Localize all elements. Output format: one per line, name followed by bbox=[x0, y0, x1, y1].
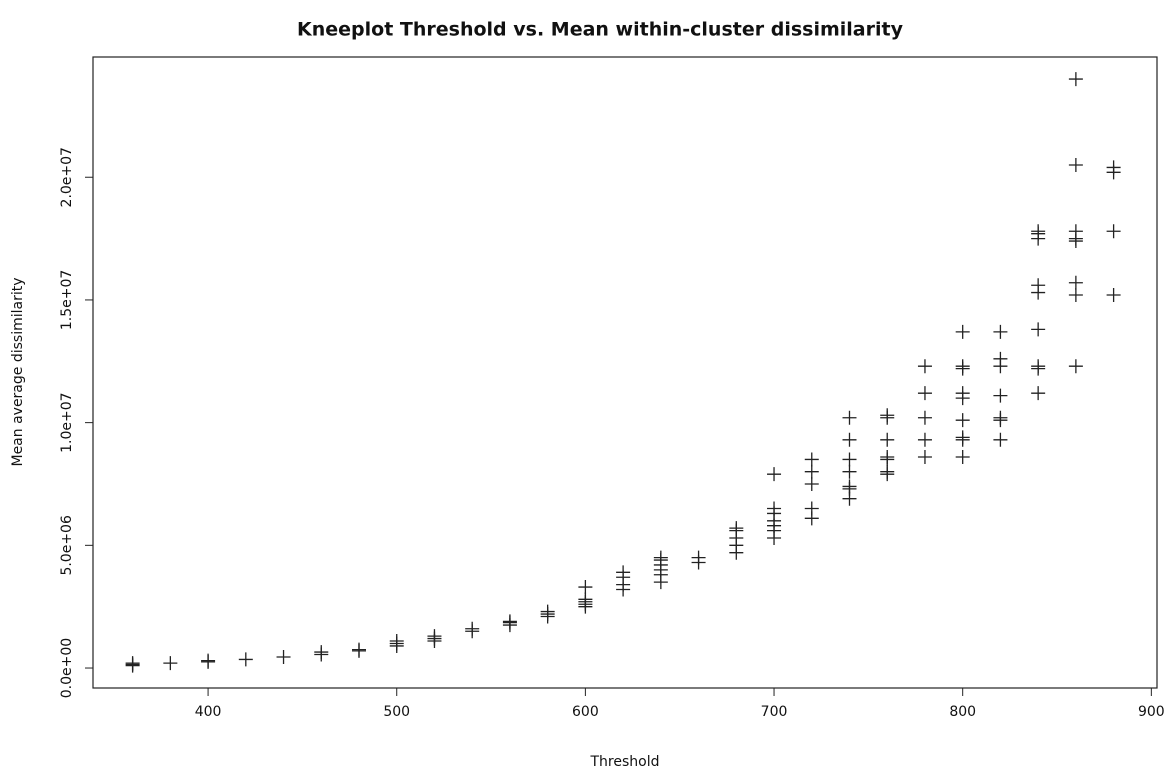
x-tick-label: 800 bbox=[949, 704, 976, 720]
point bbox=[993, 324, 1008, 339]
chart-title: Kneeplot Threshold vs. Mean within-clust… bbox=[297, 19, 904, 41]
point bbox=[993, 432, 1008, 447]
point bbox=[917, 359, 932, 374]
y-tick-label: 0.0e+00 bbox=[59, 638, 75, 698]
x-axis-label: Threshold bbox=[590, 754, 660, 770]
point bbox=[917, 449, 932, 464]
point bbox=[993, 410, 1008, 425]
y-tick-label: 1.0e+07 bbox=[59, 392, 75, 452]
point bbox=[1031, 359, 1046, 374]
point bbox=[880, 464, 895, 479]
x-tick-label: 900 bbox=[1138, 704, 1165, 720]
point bbox=[842, 432, 857, 447]
point bbox=[427, 629, 442, 644]
point bbox=[465, 621, 480, 636]
point bbox=[1106, 288, 1121, 303]
y-tick-label: 2.0e+07 bbox=[59, 147, 75, 207]
x-tick-label: 700 bbox=[761, 704, 788, 720]
point bbox=[917, 386, 932, 401]
point bbox=[238, 652, 253, 667]
point bbox=[352, 642, 366, 657]
point bbox=[1106, 160, 1121, 175]
point bbox=[578, 580, 593, 595]
point bbox=[1068, 72, 1083, 87]
point bbox=[880, 449, 895, 464]
point bbox=[276, 649, 291, 664]
x-tick-label: 400 bbox=[195, 704, 222, 720]
point bbox=[955, 430, 970, 445]
point bbox=[1068, 359, 1083, 374]
point bbox=[842, 464, 857, 479]
point bbox=[1068, 275, 1083, 290]
point bbox=[917, 410, 932, 425]
point bbox=[1068, 157, 1083, 172]
point bbox=[804, 452, 819, 467]
point bbox=[917, 432, 932, 447]
point bbox=[578, 592, 593, 607]
point bbox=[1031, 386, 1046, 401]
point bbox=[653, 550, 668, 565]
point bbox=[842, 452, 857, 467]
point bbox=[880, 432, 895, 447]
x-tick-label: 500 bbox=[383, 704, 410, 720]
point bbox=[1106, 224, 1121, 239]
point bbox=[955, 359, 970, 374]
point bbox=[1031, 322, 1046, 337]
point bbox=[691, 550, 706, 565]
y-axis-label: Mean average dissimilarity bbox=[10, 277, 26, 466]
point bbox=[540, 604, 555, 619]
x-tick-label: 600 bbox=[572, 704, 599, 720]
point bbox=[842, 410, 857, 425]
point bbox=[955, 386, 970, 401]
point bbox=[1068, 288, 1083, 303]
point bbox=[1068, 224, 1083, 239]
point bbox=[1031, 278, 1046, 293]
point bbox=[729, 521, 744, 536]
point bbox=[993, 388, 1008, 403]
point bbox=[616, 565, 631, 580]
point bbox=[125, 656, 140, 671]
point bbox=[804, 476, 819, 491]
point bbox=[163, 656, 178, 671]
point bbox=[804, 464, 819, 479]
point bbox=[955, 413, 970, 428]
point bbox=[201, 653, 216, 668]
point bbox=[389, 634, 404, 649]
point bbox=[804, 501, 819, 516]
point bbox=[842, 479, 857, 494]
point bbox=[502, 614, 517, 629]
point bbox=[880, 408, 895, 423]
point bbox=[314, 645, 329, 660]
plot-box bbox=[92, 56, 1158, 689]
point bbox=[767, 501, 782, 516]
y-tick-label: 5.0e+06 bbox=[59, 515, 75, 576]
point bbox=[955, 449, 970, 464]
point bbox=[993, 351, 1008, 366]
point bbox=[1031, 224, 1046, 239]
y-tick-label: 1.5e+07 bbox=[59, 270, 75, 330]
point bbox=[955, 324, 970, 339]
point bbox=[767, 467, 782, 482]
